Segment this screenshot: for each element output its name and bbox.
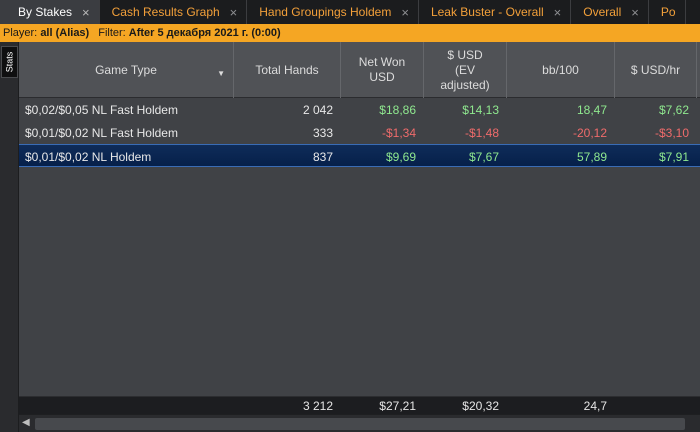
tab-label: Overall (583, 5, 622, 19)
side-panel-strip: Stats (0, 42, 19, 432)
scrollbar-thumb[interactable] (35, 418, 685, 430)
cell-ev-adjusted: $7,67 (468, 149, 499, 164)
filter-info-bar: Player: all (Alias) Filter: After 5 дека… (0, 24, 700, 42)
cell-usd-hr: $7,62 (658, 102, 689, 117)
player-label: Player: (3, 27, 38, 39)
cell-game-type: $0,02/$0,05 NL Fast Holdem (25, 102, 178, 117)
column-header-game-type[interactable]: Game Type ▼ (19, 42, 234, 98)
horizontal-scrollbar[interactable]: ◀ (19, 414, 700, 432)
column-header-usd-hr[interactable]: $ USD/hr (615, 42, 697, 98)
table-row[interactable]: $0,02/$0,05 NL Fast Holdem 2 042 $18,86 … (19, 98, 700, 121)
tab-hand-groupings-holdem[interactable]: Hand Groupings Holdem × (247, 0, 419, 24)
filter-label: Filter: (98, 27, 126, 39)
cell-total-hands: 837 (312, 149, 333, 164)
tab-cash-results-graph[interactable]: Cash Results Graph × (100, 0, 248, 24)
cell-usd-hr: -$3,10 (654, 125, 689, 140)
tab-label: Po (660, 5, 676, 19)
table-row-selected[interactable]: $0,01/$0,02 NL Holdem 837 $9,69 $7,67 57… (19, 144, 700, 167)
column-header-total-hands[interactable]: Total Hands (234, 42, 341, 98)
close-icon[interactable]: × (401, 4, 409, 20)
cell-ev-adjusted: -$1,48 (464, 125, 499, 140)
column-header-net-won-usd[interactable]: Net Won USD (341, 42, 424, 98)
report-tab-bar: By Stakes × Cash Results Graph × Hand Gr… (0, 0, 700, 24)
tab-leak-buster-overall[interactable]: Leak Buster - Overall × (419, 0, 572, 24)
cell-usd-hr: $7,91 (658, 149, 689, 164)
grid-header: Game Type ▼ Total Hands Net Won USD $ US… (19, 42, 700, 98)
cell-game-type: $0,01/$0,02 NL Holdem (25, 149, 152, 164)
close-icon[interactable]: × (82, 4, 90, 20)
cell-net-won: $9,69 (385, 149, 416, 164)
cell-bb-100: 57,89 (576, 149, 607, 164)
cell-ev-adjusted: $14,13 (462, 102, 499, 117)
column-header-bb-100[interactable]: bb/100 (507, 42, 615, 98)
total-usd-hr (615, 397, 697, 415)
tab-label: Hand Groupings Holdem (259, 5, 392, 19)
total-bb-100: 24,7 (583, 399, 607, 413)
cell-bb-100: -20,12 (572, 125, 607, 140)
cell-net-won: -$1,34 (381, 125, 416, 140)
tab-label: Leak Buster - Overall (430, 5, 544, 19)
filter-value: After 5 декабря 2021 г. (0:00) (128, 27, 281, 39)
cell-net-won: $18,86 (379, 102, 416, 117)
stats-side-tab[interactable]: Stats (1, 46, 18, 78)
column-header-usd-ev-adjusted[interactable]: $ USD (EV adjusted) (424, 42, 507, 98)
cell-bb-100: 18,47 (576, 102, 607, 117)
table-row[interactable]: $0,01/$0,02 NL Fast Holdem 333 -$1,34 -$… (19, 121, 700, 144)
dropdown-arrow-icon[interactable]: ▼ (217, 69, 225, 78)
scroll-left-icon[interactable]: ◀ (22, 417, 30, 428)
close-icon[interactable]: × (229, 4, 238, 20)
tab-partial[interactable]: Po (649, 0, 686, 24)
stats-side-tab-label: Stats (4, 51, 15, 73)
cell-game-type: $0,01/$0,02 NL Fast Holdem (25, 125, 178, 140)
tab-overall[interactable]: Overall × (571, 0, 649, 24)
cell-total-hands: 2 042 (302, 102, 333, 117)
close-icon[interactable]: × (631, 4, 639, 20)
cell-total-hands: 333 (312, 125, 333, 140)
close-icon[interactable]: × (553, 4, 562, 20)
tab-label: Cash Results Graph (111, 5, 220, 19)
totals-row: 3 212 $27,21 $20,32 24,7 (19, 396, 700, 414)
tab-label: By Stakes (18, 5, 73, 19)
total-hands: 3 212 (302, 399, 333, 413)
total-net-won: $27,21 (379, 399, 416, 413)
tab-by-stakes[interactable]: By Stakes × (0, 0, 100, 24)
player-value: all (Alias) (40, 27, 90, 39)
stats-grid: Game Type ▼ Total Hands Net Won USD $ US… (19, 42, 700, 414)
total-ev-adjusted: $20,32 (462, 399, 499, 413)
